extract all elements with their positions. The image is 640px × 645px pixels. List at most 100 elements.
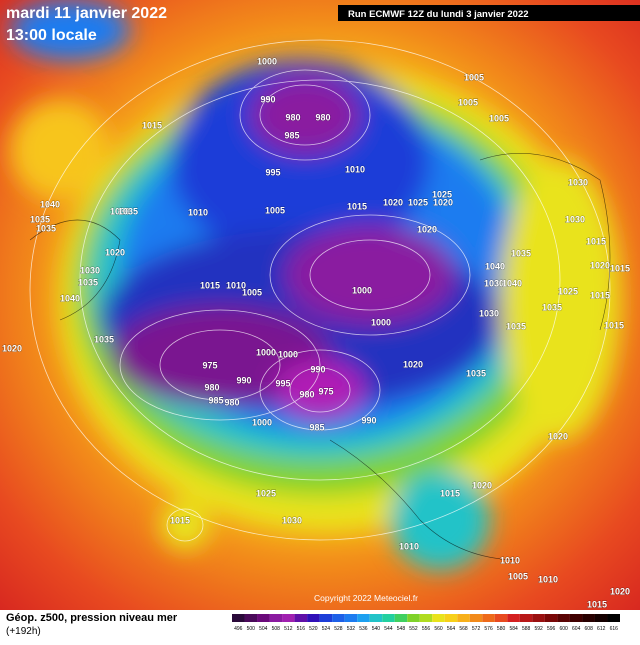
scale-swatch [357,614,370,622]
scale-label: 608 [585,626,594,632]
isobar-label: 1020 [433,197,453,207]
scale-swatch [369,614,383,622]
isobar-label: 1030 [565,214,585,224]
scale-swatch [307,614,320,622]
isobar-label: 995 [265,167,280,177]
field [10,0,620,570]
isobar-label: 1015 [610,263,630,273]
scale-swatch [582,614,595,622]
scale-label: 544 [384,626,393,632]
isobar-label: 1015 [586,236,606,246]
scale-swatch [569,614,583,622]
isobar-label: 1020 [590,260,610,270]
isobar-label: 1020 [417,224,437,234]
isobar-label: 1015 [590,290,610,300]
isobar-label: 1015 [170,515,190,525]
scale-swatch [469,614,483,622]
scale-label: 596 [547,626,556,632]
scale-label: 592 [534,626,543,632]
isobar-label: 1000 [371,317,391,327]
isobar-label: 1020 [383,197,403,207]
footer-lead: (+192h) [6,626,41,637]
scale-label: 604 [572,626,581,632]
scale-label: 616 [610,626,619,632]
isobar-label: 1025 [558,286,578,296]
isobar-label: 1005 [458,97,478,107]
scale-label: 536 [359,626,368,632]
scale-swatch [444,614,458,622]
scale-swatch [319,614,333,622]
isobar-label: 990 [236,375,251,385]
scale-label: 504 [259,626,268,632]
scale-label: 588 [522,626,531,632]
scale-label: 516 [297,626,306,632]
scale-swatch [407,614,420,622]
isobar-label: 1035 [466,368,486,378]
scale-label: 564 [447,626,456,632]
isobar-label: 1035 [78,277,98,287]
scale-label: 576 [484,626,493,632]
scale-swatch [419,614,433,622]
scale-label: 548 [397,626,406,632]
isobar-label: 975 [202,360,217,370]
isobar-label: 1015 [440,488,460,498]
scale-swatch [432,614,445,622]
isobar-label: 980 [315,112,330,122]
isobar-label: 990 [310,364,325,374]
isobar-label: 1015 [347,201,367,211]
isobar-label: 1030 [568,177,588,187]
scale-swatch [494,614,508,622]
scale-label: 540 [372,626,381,632]
isobar-label: 1015 [604,320,624,330]
scale-swatch [257,614,270,622]
isobar-label: 1030 [80,265,100,275]
isobar-label: 980 [285,112,300,122]
isobar-label: 1030 [484,278,504,288]
isobar-label: 1000 [256,347,276,357]
scale-swatch [344,614,358,622]
scale-label: 524 [322,626,331,632]
scale-label: 512 [284,626,293,632]
isobar-label: 1015 [587,599,607,609]
scale-swatch [607,614,620,622]
isobar-label: 980 [224,397,239,407]
scale-label: 500 [247,626,256,632]
run-banner [338,5,640,21]
isobar-label: 1005 [265,205,285,215]
scale-swatch [544,614,558,622]
isobar-label: 1035 [506,321,526,331]
isobar-label: 1015 [200,280,220,290]
coastlines [29,153,611,561]
isobar-label: 980 [299,389,314,399]
isobar-label: 1040 [485,261,505,271]
isobar-label: 1005 [508,571,528,581]
isobar-label: 980 [204,382,219,392]
map-date: mardi 11 janvier 2022 [6,5,167,22]
scale-label: 520 [309,626,318,632]
isobar-label: 1010 [226,280,246,290]
isobar-label: 1000 [257,56,277,66]
isobar-label: 1035 [36,223,56,233]
footer-title: Géop. z500, pression niveau mer [6,612,178,624]
isobar-label: 1030 [479,308,499,318]
isobar-label: 1010 [500,555,520,565]
isobar-label: 1025 [408,197,428,207]
scale-swatch [269,614,283,622]
isobar-label: 1000 [352,285,372,295]
isobar-label: 1040 [502,278,522,288]
isobar-label: 1005 [464,72,484,82]
isobar-label: 1020 [472,480,492,490]
run-info: Run ECMWF 12Z du lundi 3 janvier 2022 [348,9,529,20]
isobar-label: 1000 [252,417,272,427]
scale-swatch [482,614,495,622]
isobar-label: 985 [208,395,223,405]
isobar-label: 985 [284,130,299,140]
scale-label: 612 [597,626,606,632]
isobar-label: 1010 [399,541,419,551]
isobar-label: 1005 [242,287,262,297]
scale-swatch [394,614,408,622]
isobar-label: 1035 [118,206,138,216]
isobar-label: 1035 [30,214,50,224]
